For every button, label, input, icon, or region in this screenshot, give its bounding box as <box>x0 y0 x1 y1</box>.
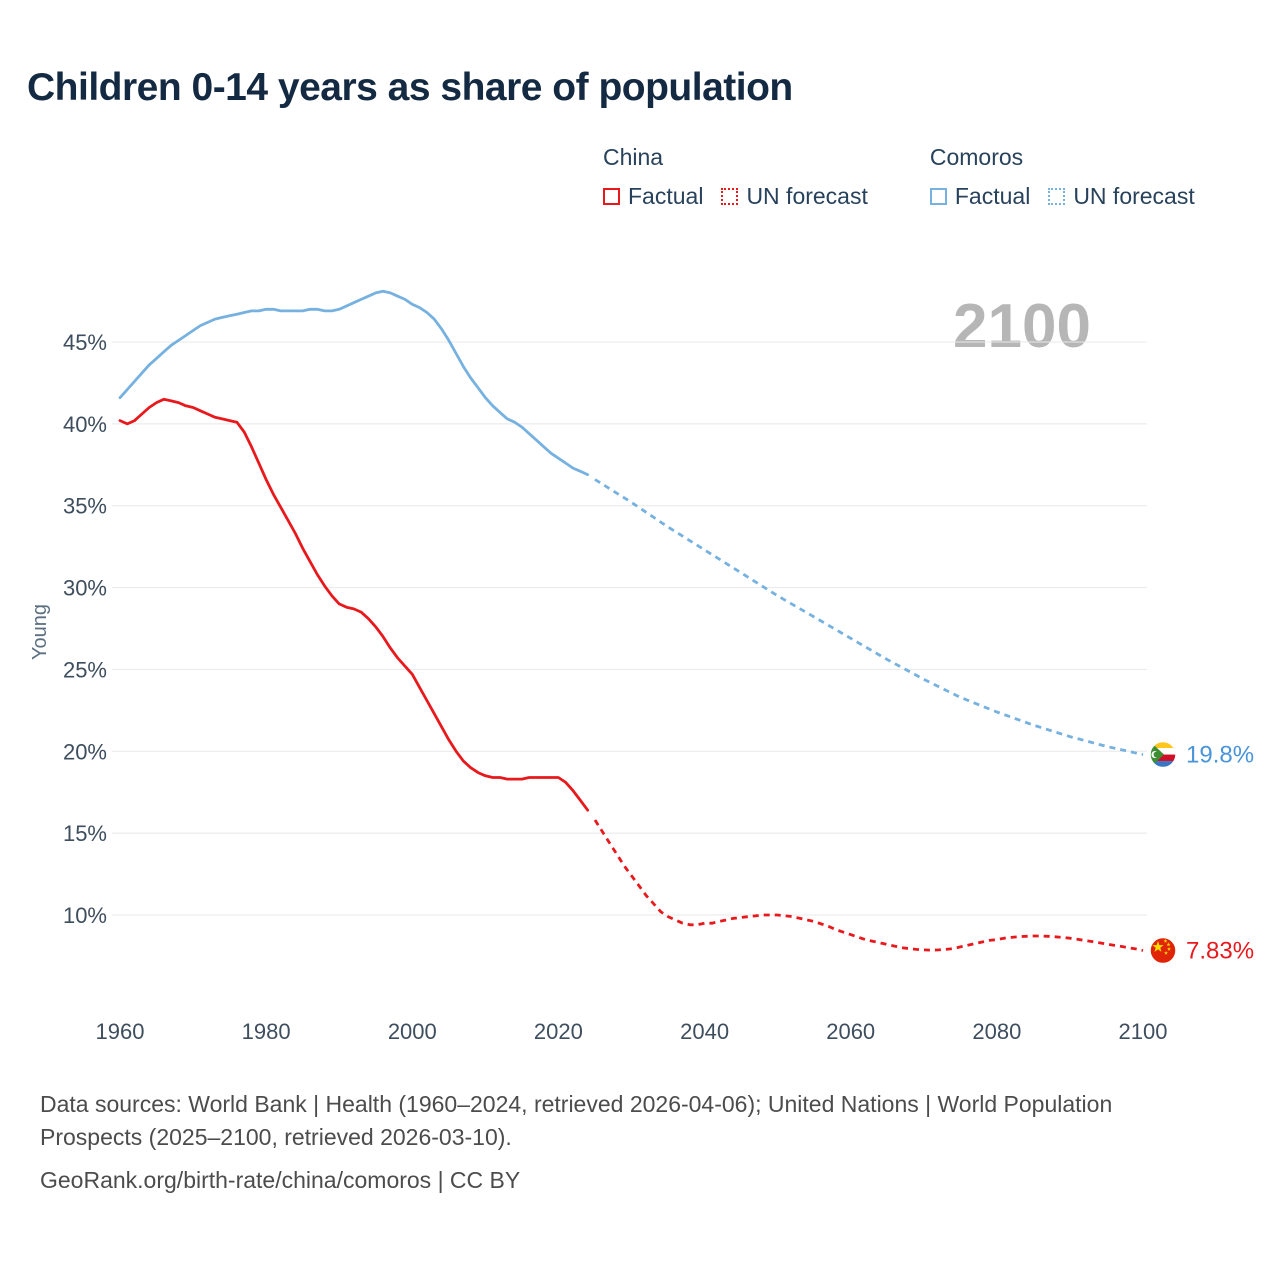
legend-comoros-row: Factual UN forecast <box>929 183 1195 210</box>
china-forecast-line <box>593 819 1144 952</box>
legend-comoros-title: Comoros <box>929 144 1024 170</box>
china-forecast-swatch-icon <box>721 188 739 205</box>
legend-china-factual-item[interactable]: Factual <box>603 183 703 210</box>
legend-china-row: Factual UN forecast <box>603 183 868 210</box>
comoros-factual-line <box>118 289 590 476</box>
data-sources-text: Data sources: World Bank | Health (1960–… <box>40 1091 1113 1150</box>
y-tick-25: 25% <box>63 657 107 682</box>
comoros-forecast-line <box>594 478 1144 756</box>
line-chart: 2100 10% 15% 20% 25% 30% 35% 40% 45% 1960 1980 2000… <box>29 289 1254 1044</box>
footer: Data sources: World Bank | Health (1960–… <box>40 1088 1150 1208</box>
y-axis-label: Young <box>29 604 51 660</box>
china-end-value-label: 7.83% <box>1186 938 1254 965</box>
watermark-year: 2100 <box>953 292 1091 361</box>
legend: China Factual UN forecast Comoros Factua… <box>603 144 1195 210</box>
y-tick-20: 20% <box>63 739 107 764</box>
x-tick-2000: 2000 <box>388 1019 437 1044</box>
x-tick-2060: 2060 <box>826 1019 875 1044</box>
x-tick-2020: 2020 <box>534 1019 583 1044</box>
y-tick-15: 15% <box>63 821 107 846</box>
y-tick-40: 40% <box>63 412 107 437</box>
attribution-text: GeoRank.org/birth-rate/china/comoros | C… <box>40 1167 521 1194</box>
legend-group-china: China Factual UN forecast <box>603 144 868 210</box>
comoros-end-value-label: 19.8% <box>1186 742 1254 769</box>
y-tick-10: 10% <box>63 903 107 928</box>
y-tick-35: 35% <box>63 494 107 519</box>
legend-china-forecast-item[interactable]: UN forecast <box>721 183 868 210</box>
x-tick-1980: 1980 <box>242 1019 291 1044</box>
legend-china-factual-label: Factual <box>628 183 704 209</box>
x-tick-2100: 2100 <box>1119 1019 1168 1044</box>
comoros-factual-swatch-icon <box>929 188 947 205</box>
legend-china-forecast-label: UN forecast <box>746 183 868 209</box>
comoros-forecast-swatch-icon <box>1048 188 1066 205</box>
y-tick-30: 30% <box>63 576 107 601</box>
legend-comoros-factual-label: Factual <box>954 183 1031 209</box>
legend-group-comoros: Comoros Factual UN forecast <box>929 144 1195 210</box>
y-tick-45: 45% <box>63 330 107 355</box>
legend-comoros-forecast-item[interactable]: UN forecast <box>1048 183 1195 210</box>
x-tick-2040: 2040 <box>680 1019 729 1044</box>
comoros-flag-icon <box>1149 740 1177 769</box>
page-title: Children 0-14 years as share of populati… <box>27 66 793 109</box>
x-tick-2080: 2080 <box>972 1019 1021 1044</box>
legend-china-title: China <box>603 144 664 170</box>
china-factual-line <box>118 397 590 812</box>
x-tick-1960: 1960 <box>96 1019 145 1044</box>
china-factual-swatch-icon <box>603 188 620 205</box>
china-flag-icon <box>1149 936 1177 965</box>
legend-comoros-forecast-label: UN forecast <box>1073 183 1195 209</box>
legend-comoros-factual-item[interactable]: Factual <box>929 183 1031 210</box>
